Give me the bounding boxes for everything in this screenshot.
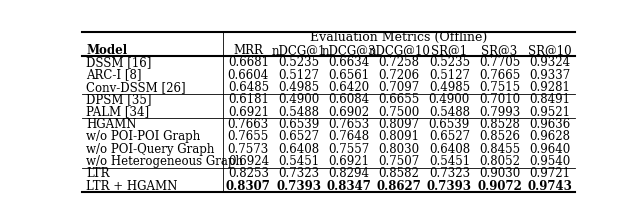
Text: 0.8528: 0.8528 (479, 118, 520, 131)
Text: 0.5488: 0.5488 (278, 106, 319, 119)
Text: 0.9521: 0.9521 (529, 106, 570, 119)
Text: 0.9281: 0.9281 (529, 81, 570, 94)
Text: SR@1: SR@1 (431, 44, 467, 57)
Text: 0.9072: 0.9072 (477, 180, 522, 193)
Text: 0.7663: 0.7663 (228, 118, 269, 131)
Text: 0.7705: 0.7705 (479, 56, 520, 69)
Text: 0.8052: 0.8052 (479, 155, 520, 168)
Text: 0.6921: 0.6921 (328, 155, 369, 168)
Text: 0.6924: 0.6924 (228, 155, 269, 168)
Text: 0.7500: 0.7500 (378, 106, 420, 119)
Text: 0.6539: 0.6539 (278, 118, 319, 131)
Text: ARC-I [8]: ARC-I [8] (86, 69, 142, 81)
Text: 0.8091: 0.8091 (379, 130, 420, 143)
Text: 0.7258: 0.7258 (379, 56, 420, 69)
Text: 0.7097: 0.7097 (378, 81, 420, 94)
Text: LTR: LTR (86, 167, 110, 180)
Text: 0.8030: 0.8030 (378, 143, 420, 156)
Text: 0.7665: 0.7665 (479, 69, 520, 81)
Text: 0.4985: 0.4985 (429, 81, 470, 94)
Text: MRR: MRR (234, 44, 263, 57)
Text: 0.7010: 0.7010 (479, 93, 520, 106)
Text: 0.9640: 0.9640 (529, 143, 570, 156)
Text: 0.8491: 0.8491 (529, 93, 570, 106)
Text: Conv-DSSM [26]: Conv-DSSM [26] (86, 81, 186, 94)
Text: 0.7393: 0.7393 (276, 180, 321, 193)
Text: 0.9337: 0.9337 (529, 69, 570, 81)
Text: 0.9743: 0.9743 (527, 180, 572, 193)
Text: 0.5488: 0.5488 (429, 106, 470, 119)
Text: 0.6561: 0.6561 (328, 69, 369, 81)
Text: w/o POI-POI Graph: w/o POI-POI Graph (86, 130, 201, 143)
Text: 0.7323: 0.7323 (278, 167, 319, 180)
Text: 0.5451: 0.5451 (278, 155, 319, 168)
Text: 0.8307: 0.8307 (226, 180, 271, 193)
Text: 0.6681: 0.6681 (228, 56, 269, 69)
Text: 0.7323: 0.7323 (429, 167, 470, 180)
Text: 0.5235: 0.5235 (278, 56, 319, 69)
Text: 0.9324: 0.9324 (529, 56, 570, 69)
Text: 0.6181: 0.6181 (228, 93, 269, 106)
Text: 0.7393: 0.7393 (427, 180, 472, 193)
Text: nDCG@10: nDCG@10 (368, 44, 430, 57)
Text: nDCG@1: nDCG@1 (271, 44, 326, 57)
Text: 0.6527: 0.6527 (278, 130, 319, 143)
Text: 0.8455: 0.8455 (479, 143, 520, 156)
Text: LTR + HGAMN: LTR + HGAMN (86, 180, 178, 193)
Text: 0.4985: 0.4985 (278, 81, 319, 94)
Text: 0.5127: 0.5127 (278, 69, 319, 81)
Text: 0.4900: 0.4900 (429, 93, 470, 106)
Text: 0.5127: 0.5127 (429, 69, 470, 81)
Text: HGAMN: HGAMN (86, 118, 137, 131)
Text: 0.5451: 0.5451 (429, 155, 470, 168)
Text: 0.6604: 0.6604 (228, 69, 269, 81)
Text: 0.6921: 0.6921 (228, 106, 269, 119)
Text: 0.7655: 0.7655 (228, 130, 269, 143)
Text: 0.6408: 0.6408 (429, 143, 470, 156)
Text: DPSM [35]: DPSM [35] (86, 93, 152, 106)
Text: 0.6408: 0.6408 (278, 143, 319, 156)
Text: 0.7206: 0.7206 (378, 69, 420, 81)
Text: Model: Model (86, 44, 127, 57)
Text: SR@3: SR@3 (481, 44, 518, 57)
Text: 0.6420: 0.6420 (328, 81, 369, 94)
Text: 0.7515: 0.7515 (479, 81, 520, 94)
Text: w/o POI-Query Graph: w/o POI-Query Graph (86, 143, 215, 156)
Text: 0.5235: 0.5235 (429, 56, 470, 69)
Text: 0.4900: 0.4900 (278, 93, 319, 106)
Text: 0.9628: 0.9628 (529, 130, 570, 143)
Text: DSSM [16]: DSSM [16] (86, 56, 152, 69)
Text: 0.6902: 0.6902 (328, 106, 369, 119)
Text: 0.6485: 0.6485 (228, 81, 269, 94)
Text: 0.8347: 0.8347 (326, 180, 371, 193)
Text: 0.8627: 0.8627 (377, 180, 422, 193)
Text: 0.7557: 0.7557 (328, 143, 369, 156)
Text: 0.6539: 0.6539 (429, 118, 470, 131)
Text: 0.6527: 0.6527 (429, 130, 470, 143)
Text: 0.8097: 0.8097 (378, 118, 420, 131)
Text: 0.9636: 0.9636 (529, 118, 570, 131)
Text: 0.7653: 0.7653 (328, 118, 369, 131)
Text: 0.8253: 0.8253 (228, 167, 269, 180)
Text: 0.6084: 0.6084 (328, 93, 369, 106)
Text: 0.6634: 0.6634 (328, 56, 369, 69)
Text: 0.7648: 0.7648 (328, 130, 369, 143)
Text: nDCG@3: nDCG@3 (321, 44, 376, 57)
Text: 0.9540: 0.9540 (529, 155, 570, 168)
Text: 0.9721: 0.9721 (529, 167, 570, 180)
Text: Evaluation Metrics (Offline): Evaluation Metrics (Offline) (310, 32, 488, 44)
Text: 0.7507: 0.7507 (378, 155, 420, 168)
Text: 0.8526: 0.8526 (479, 130, 520, 143)
Text: w/o Heterogeneous Graph: w/o Heterogeneous Graph (86, 155, 243, 168)
Text: SR@10: SR@10 (528, 44, 572, 57)
Text: 0.8294: 0.8294 (328, 167, 369, 180)
Text: 0.7573: 0.7573 (228, 143, 269, 156)
Text: 0.8582: 0.8582 (379, 167, 420, 180)
Text: 0.9030: 0.9030 (479, 167, 520, 180)
Text: 0.7993: 0.7993 (479, 106, 520, 119)
Text: 0.6655: 0.6655 (378, 93, 420, 106)
Text: PALM [34]: PALM [34] (86, 106, 150, 119)
